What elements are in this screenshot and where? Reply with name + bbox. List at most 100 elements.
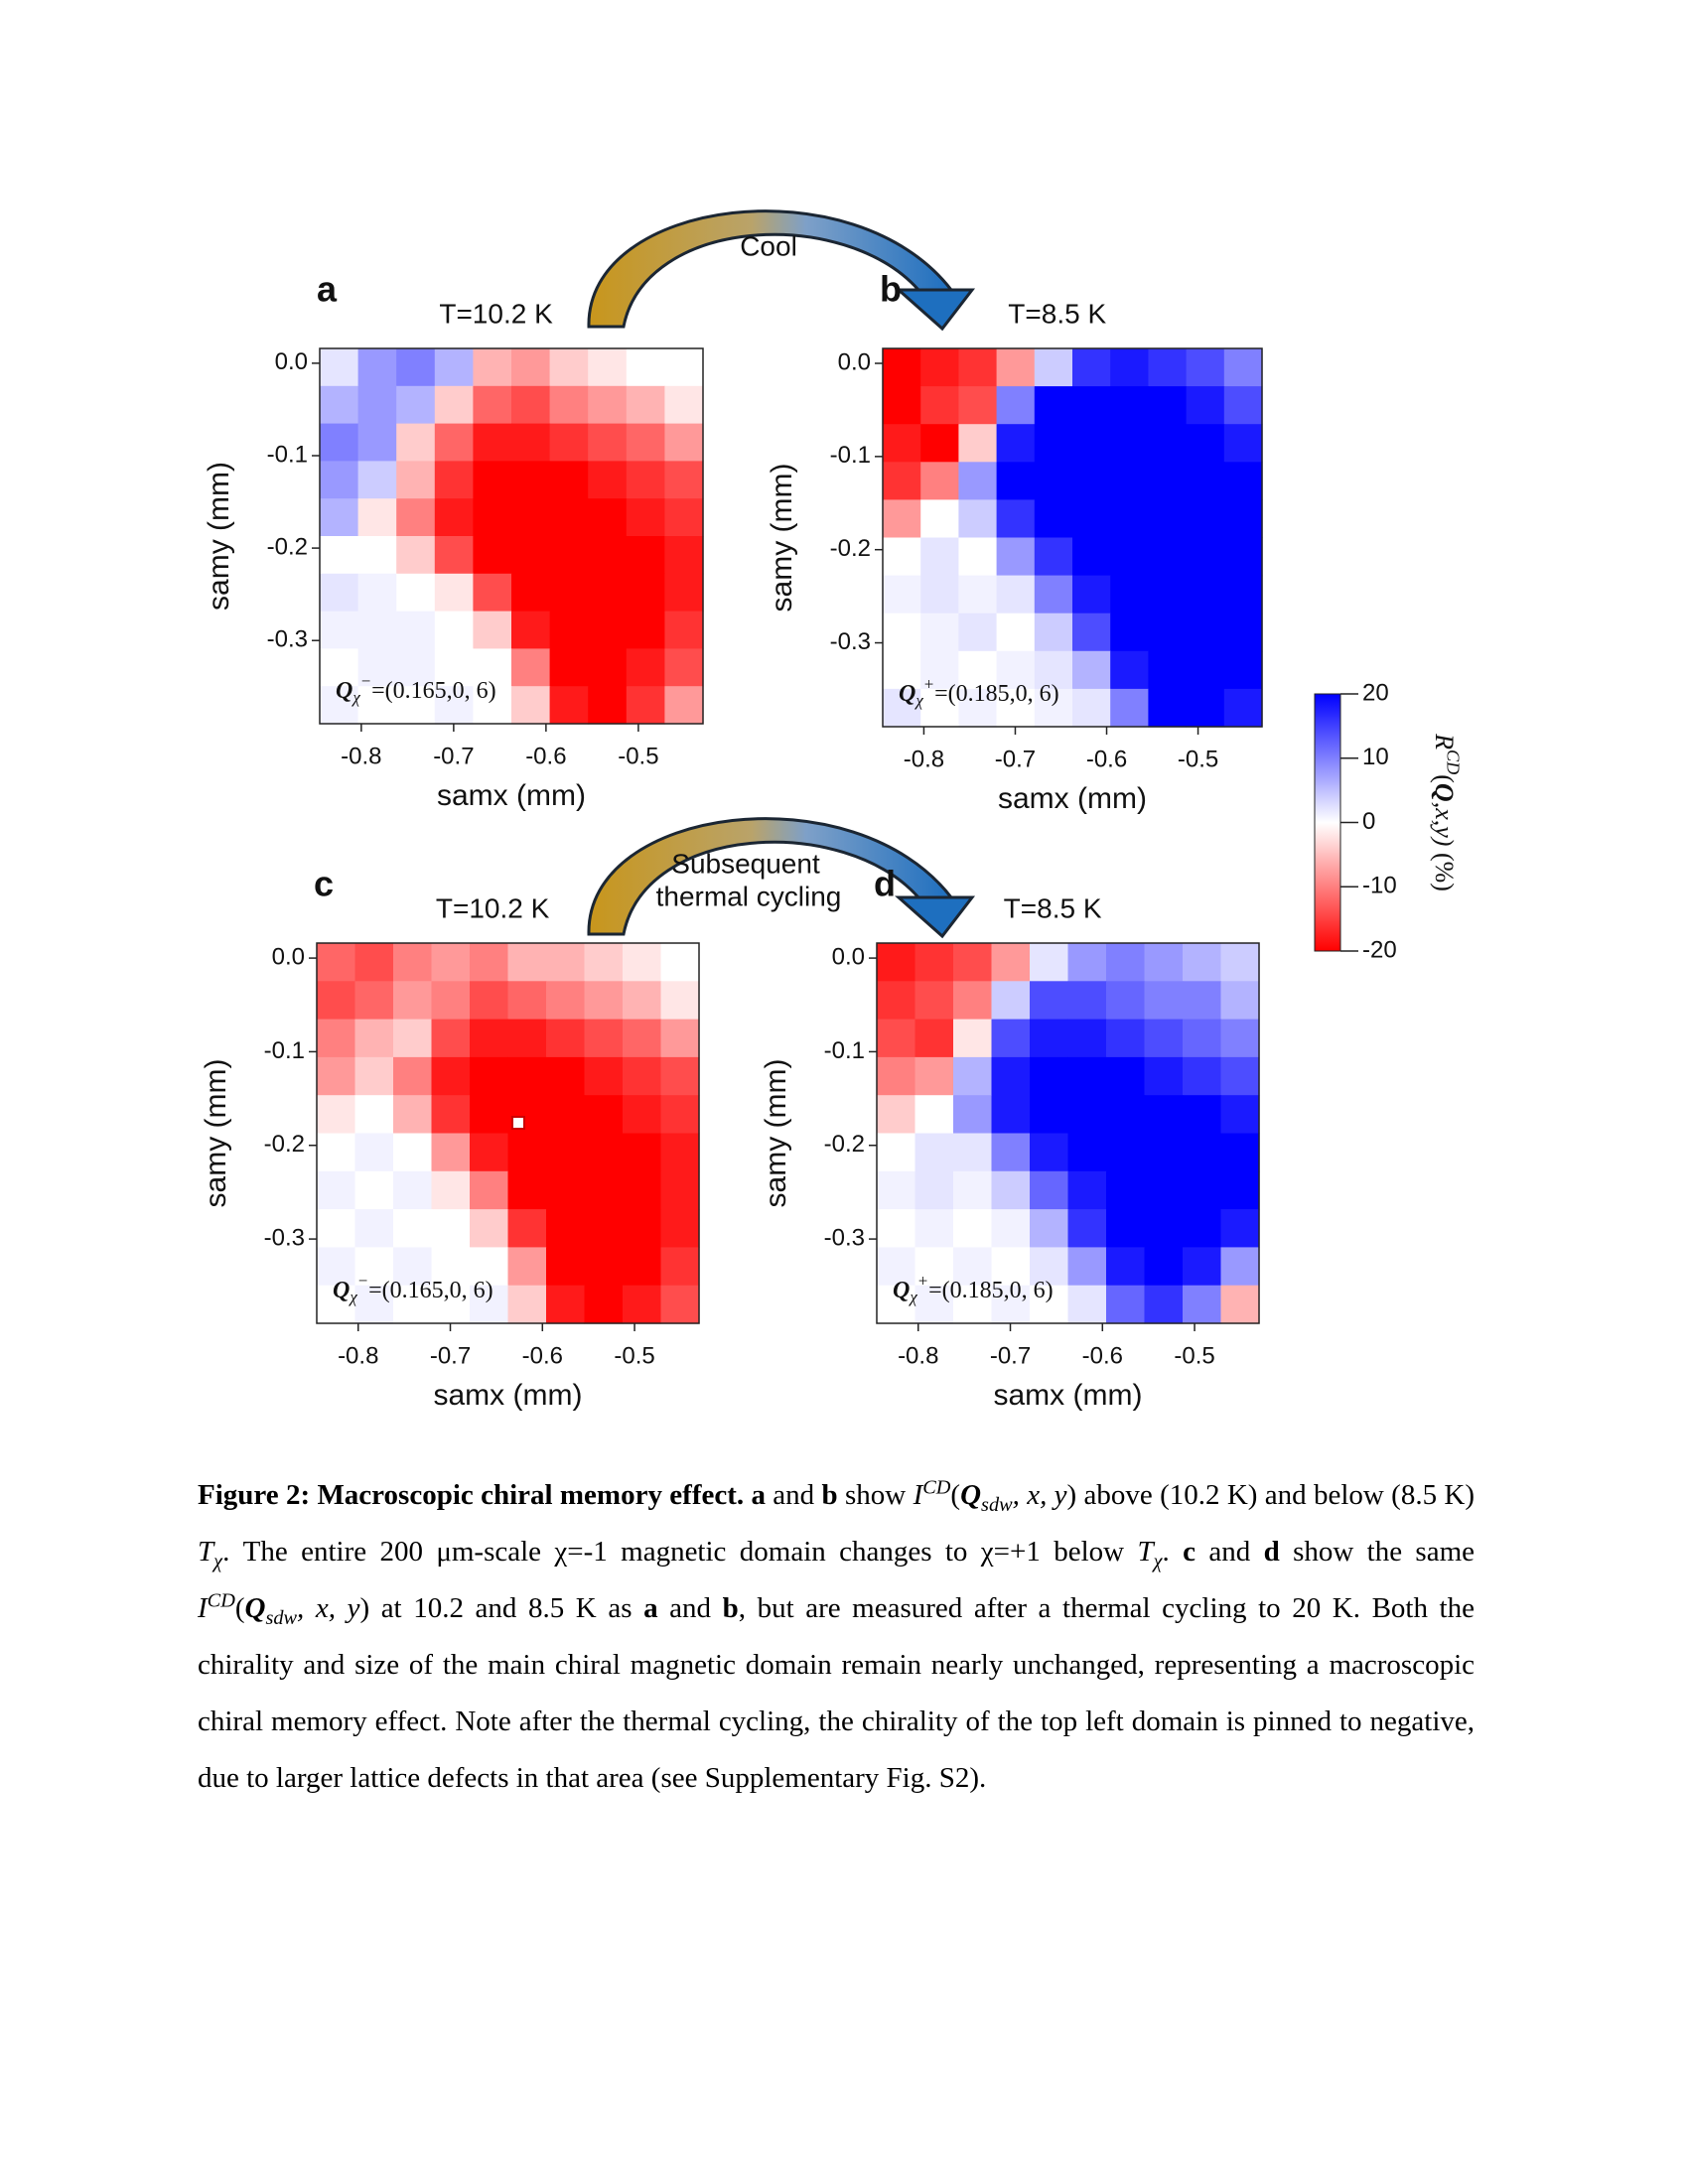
- heatmap-cell: [1067, 1285, 1107, 1324]
- heatmap-cell: [1072, 348, 1111, 387]
- heatmap-cell: [511, 423, 551, 462]
- text-run: (%): [1430, 846, 1459, 890]
- heatmap-cell: [396, 536, 436, 575]
- heatmap-cell: [1220, 1285, 1260, 1324]
- caption-run: b: [722, 1592, 739, 1624]
- heatmap-cell: [1106, 1056, 1146, 1096]
- caption-run: .: [1162, 1536, 1184, 1568]
- heatmap-cell: [626, 573, 665, 613]
- heatmap-cell: [434, 498, 474, 537]
- heatmap-cell: [470, 981, 509, 1021]
- heatmap-cell: [953, 1056, 993, 1096]
- y-tick-label: -0.3: [264, 1224, 305, 1251]
- plot-frame: [316, 942, 700, 1324]
- heatmap-cell: [320, 498, 359, 537]
- heatmap-cell: [507, 1285, 547, 1324]
- heatmap-cell: [549, 536, 589, 575]
- heatmap-cell: [584, 1247, 624, 1287]
- heatmap-cell: [1034, 462, 1073, 500]
- heatmap-cell: [1072, 575, 1111, 614]
- heatmap-cell: [507, 1019, 547, 1058]
- heatmap-cell: [1106, 981, 1146, 1021]
- heatmap-cell: [507, 1170, 547, 1210]
- heatmap-cell: [996, 688, 1036, 728]
- heatmap-cell: [660, 1056, 700, 1096]
- text-run: =(0.185,0, 6): [934, 681, 1059, 707]
- y-tick-label: -0.3: [267, 626, 308, 653]
- heatmap-cell: [1220, 1056, 1260, 1096]
- heatmap-cell: [317, 981, 356, 1021]
- heatmap-cell: [626, 498, 665, 537]
- heatmap-cell: [431, 1056, 471, 1096]
- heatmap-cell: [883, 650, 921, 690]
- heatmap-cell: [473, 423, 512, 462]
- x-tick-label: -0.6: [522, 1342, 563, 1369]
- text-run: CD: [1443, 750, 1463, 774]
- plot-frame: [319, 347, 704, 725]
- heatmap-cell: [1144, 943, 1184, 982]
- heatmap-cell: [883, 499, 921, 539]
- heatmap-cell: [357, 348, 397, 387]
- text-run: +: [923, 674, 934, 693]
- heatmap-cell: [320, 648, 359, 687]
- panel: -0.8 -0.7 -0.6 -0.5 0.0 -0.1 -0.2 -0.3 samx (mm)…: [200, 864, 700, 1412]
- text-run: =(0.185,0, 6): [928, 1278, 1054, 1303]
- panel-label: a: [317, 269, 338, 310]
- heatmap-cell: [877, 1019, 916, 1058]
- heatmap-cell: [1148, 424, 1188, 463]
- heatmap-cell: [434, 423, 474, 462]
- heatmap-cell: [1183, 1209, 1222, 1248]
- heatmap-cell: [920, 688, 959, 728]
- heatmap-cell: [883, 424, 921, 463]
- y-tick-label: 0.0: [272, 943, 305, 970]
- heatmap-cell: [320, 536, 359, 575]
- heatmap-cell: [588, 573, 628, 613]
- heatmap-cell: [1144, 1019, 1184, 1058]
- x-tick-label: -0.6: [1082, 1342, 1123, 1369]
- heatmap-cell: [320, 423, 359, 462]
- heatmap-cell: [588, 686, 628, 725]
- heatmap-cell: [660, 943, 700, 982]
- heatmap-cell: [393, 1209, 433, 1248]
- y-axis-label: samy (mm): [203, 462, 235, 611]
- heatmap-cell: [920, 575, 959, 614]
- heatmap-cell: [1067, 1019, 1107, 1058]
- heatmap-cell: [660, 1209, 700, 1248]
- heatmap-cell: [914, 1209, 954, 1248]
- x-axis-label: samx (mm): [437, 779, 586, 812]
- panel-label: b: [880, 269, 902, 310]
- heatmap-cell: [584, 1209, 624, 1248]
- heatmap-cell: [1072, 499, 1111, 539]
- heatmap-cell: [626, 536, 665, 575]
- annotation: Qχ+=(0.185,0, 6): [899, 674, 1059, 710]
- heatmap-cell: [549, 686, 589, 725]
- heatmap-cell: [354, 1170, 394, 1210]
- heatmap-cell: [920, 613, 959, 652]
- heatmap-cell: [357, 686, 397, 725]
- heatmap-cell: [1186, 575, 1225, 614]
- heatmap-cell: [626, 385, 665, 425]
- heatmap-cell: [473, 498, 512, 537]
- heatmap-cell: [1106, 1095, 1146, 1135]
- caption-run: a: [643, 1592, 658, 1624]
- heatmap-cell: [354, 1019, 394, 1058]
- caption-run: and: [765, 1479, 822, 1511]
- heatmap-cell: [958, 386, 998, 425]
- heatmap-cell: [396, 686, 436, 725]
- heatmap-cell: [1186, 348, 1225, 387]
- x-axis-label: samx (mm): [434, 1379, 583, 1412]
- heatmap-cell: [511, 348, 551, 387]
- heatmap-cell: [549, 498, 589, 537]
- heatmap-cell: [883, 575, 921, 614]
- heatmap-cell: [511, 648, 551, 687]
- heatmap-cell: [953, 1170, 993, 1210]
- heatmap-cell: [588, 648, 628, 687]
- heatmap-cell: [588, 461, 628, 499]
- caption-run: Q: [960, 1479, 982, 1511]
- heatmap-cell: [953, 1133, 993, 1172]
- arrow-label: Cool: [740, 230, 797, 261]
- heatmap-cell: [1030, 1133, 1069, 1172]
- heatmap-cell: [588, 348, 628, 387]
- caption-run: sdw: [981, 1493, 1013, 1516]
- heatmap-cell: [1067, 1170, 1107, 1210]
